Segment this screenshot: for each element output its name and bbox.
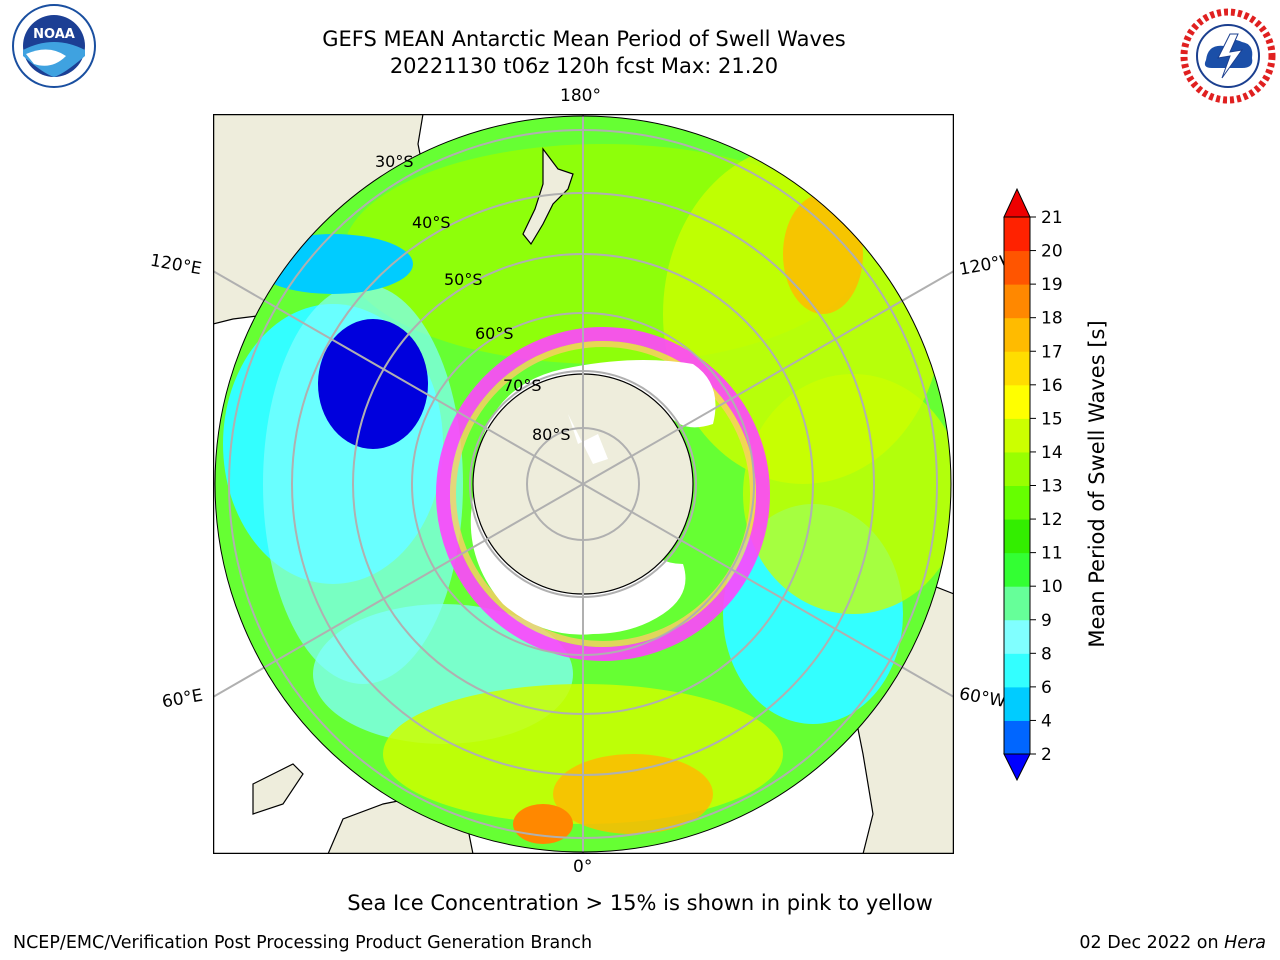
colorbar-tick-label: 20 <box>1041 242 1063 262</box>
credit-date-text: 02 Dec 2022 on <box>1079 933 1219 953</box>
colorbar-tick-label: 14 <box>1041 443 1063 463</box>
lon-label-60e: 60°E <box>160 685 205 713</box>
colorbar-tick-label: 8 <box>1041 644 1052 664</box>
colorbar-tick-label: 15 <box>1041 409 1063 429</box>
lon-label-180: 180° <box>560 86 601 106</box>
colorbar-segment <box>1004 284 1030 319</box>
nws-logo <box>1180 8 1276 104</box>
colorbar-tick-label: 18 <box>1041 309 1063 329</box>
chart-title: GEFS MEAN Antarctic Mean Period of Swell… <box>322 27 846 51</box>
lat-label-60s: 60°S <box>475 324 514 343</box>
madagascar-land <box>252 763 304 815</box>
svg-text:NOAA: NOAA <box>33 27 75 42</box>
colorbar-segment <box>1004 418 1030 453</box>
colorbar-segment <box>1004 552 1030 587</box>
colorbar-segment <box>1004 451 1030 486</box>
colorbar-ticks: 2 4 6 8 9 10 11 12 13 14 15 16 17 18 19 20 21 <box>1030 208 1063 765</box>
colorbar-segment <box>1004 351 1030 386</box>
colorbar-tick-label: 4 <box>1041 711 1052 731</box>
lat-label-70s: 70°S <box>503 376 542 395</box>
colorbar-tick-label: 11 <box>1041 544 1063 564</box>
noaa-logo: NOAA <box>12 4 96 88</box>
colorbar-segment <box>1004 619 1030 654</box>
colorbar-segment <box>1004 686 1030 721</box>
colorbar-segment <box>1004 586 1030 621</box>
colorbar-segment <box>1004 485 1030 520</box>
polar-map: 180° 120°E 120°W 60°E 60°W 0° 30°S 40°S … <box>149 86 1018 877</box>
credit-branch: NCEP/EMC/Verification Post Processing Pr… <box>13 933 593 953</box>
colorbar-segment <box>1004 519 1030 554</box>
colorbar-tick-label: 6 <box>1041 678 1052 698</box>
colorbar-tick-label: 21 <box>1041 208 1063 228</box>
colorbar: 2 4 6 8 9 10 11 12 13 14 15 16 17 18 19 20 21 <box>1003 187 1063 782</box>
new-zealand-land <box>522 147 574 246</box>
credit-date: 02 Dec 2022 on Hera <box>1079 933 1266 953</box>
colorbar-segments <box>1003 187 1031 782</box>
chart-subtitle: 20221130 t06z 120h fcst Max: 21.20 <box>389 54 779 78</box>
lat-label-50s: 50°S <box>444 270 483 289</box>
colorbar-segment <box>1004 217 1030 252</box>
credit-host: Hera <box>1224 933 1266 953</box>
sea-ice-note: Sea Ice Concentration > 15% is shown in … <box>347 891 933 915</box>
lat-label-80s: 80°S <box>532 425 571 444</box>
colorbar-tick-label: 10 <box>1041 577 1063 597</box>
colorbar-tick-label: 2 <box>1041 745 1052 765</box>
colorbar-label: Mean Period of Swell Waves [s] <box>1085 320 1109 648</box>
colorbar-tick-label: 12 <box>1041 510 1063 530</box>
colorbar-tick-label: 9 <box>1041 611 1052 631</box>
colorbar-segment <box>1004 384 1030 419</box>
colorbar-tick-label: 17 <box>1041 342 1063 362</box>
colorbar-segment <box>1004 653 1030 688</box>
colorbar-tick-label: 13 <box>1041 477 1063 497</box>
colorbar-extend-high <box>1003 187 1031 218</box>
lat-label-30s: 30°S <box>375 152 414 171</box>
colorbar-tick-label: 16 <box>1041 376 1063 396</box>
colorbar-segment <box>1004 250 1030 285</box>
colorbar-tick-label: 19 <box>1041 275 1063 295</box>
map-canvas <box>213 114 954 854</box>
colorbar-extend-low <box>1003 753 1031 782</box>
lat-label-40s: 40°S <box>412 213 451 232</box>
lon-label-0: 0° <box>573 857 593 877</box>
colorbar-segment <box>1004 720 1030 755</box>
lon-label-120e: 120°E <box>148 250 204 280</box>
colorbar-segment <box>1004 317 1030 352</box>
